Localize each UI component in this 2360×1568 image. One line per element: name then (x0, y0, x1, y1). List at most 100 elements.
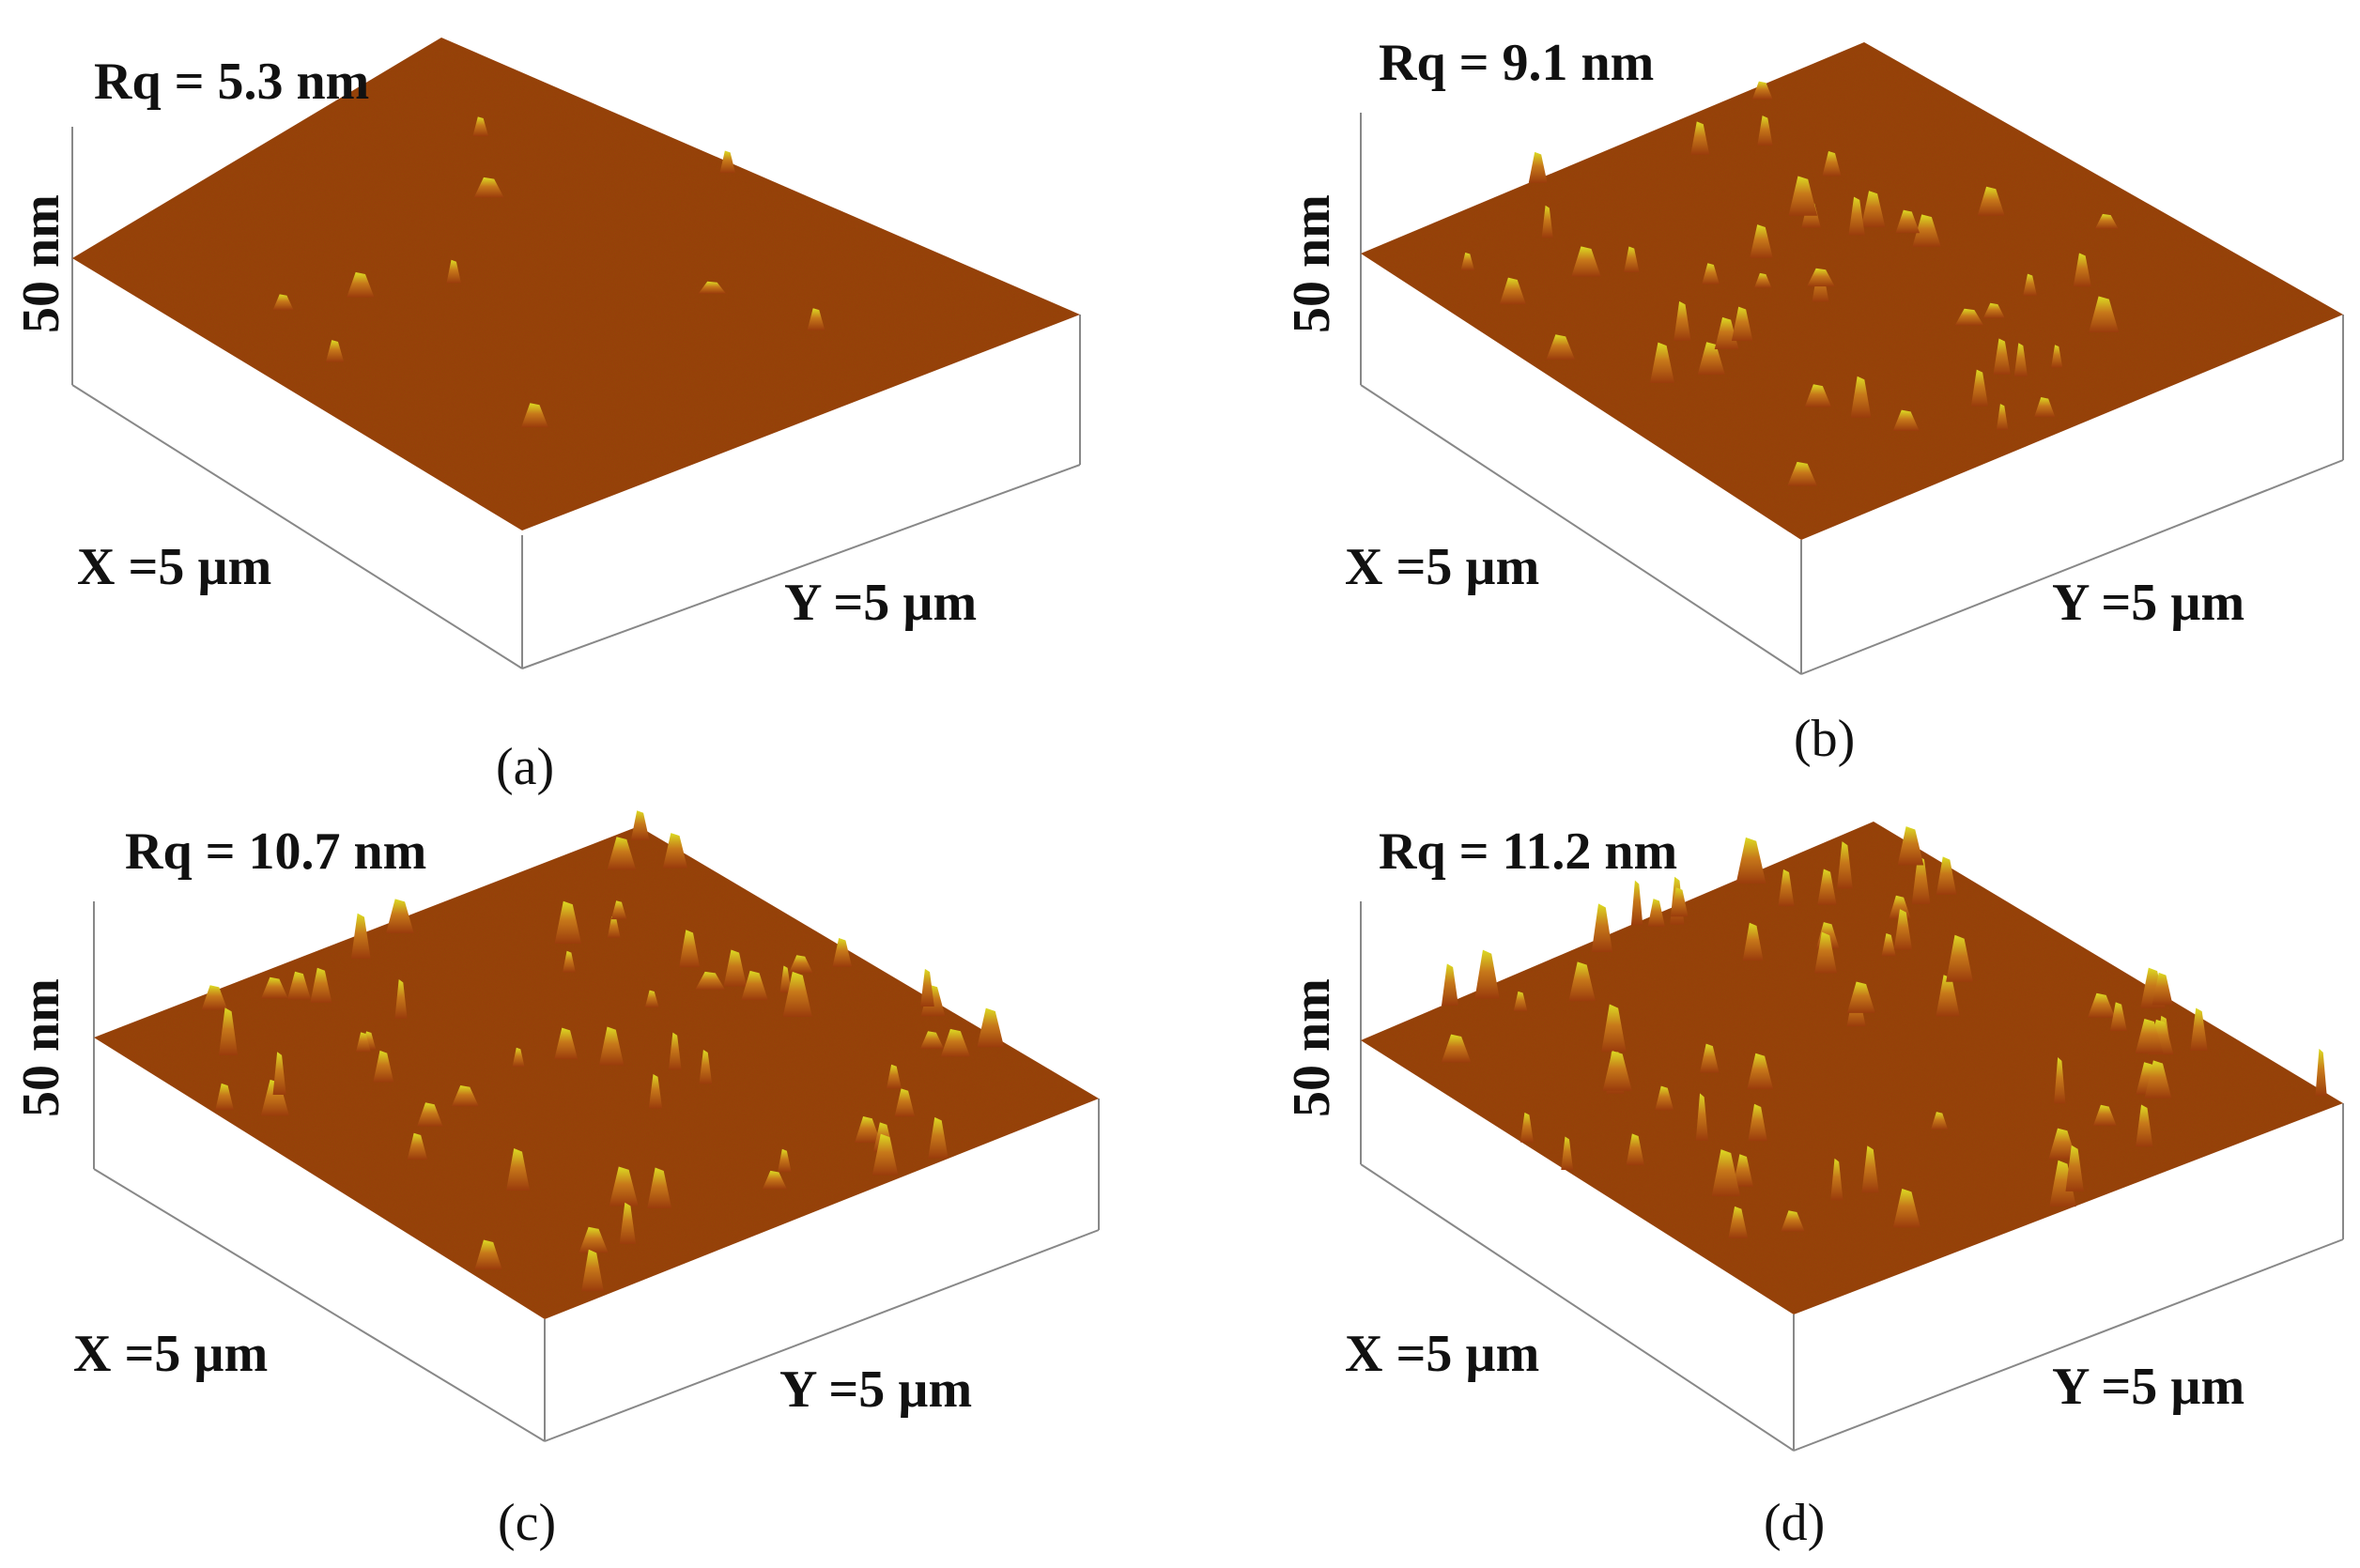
surface-peak (1747, 1053, 1774, 1089)
surface-peak (347, 271, 375, 298)
surface-peak (1630, 880, 1643, 926)
surface-peak (741, 970, 768, 1001)
surface-peaks (201, 810, 1005, 1292)
axis-box (1360, 113, 2344, 675)
surface-peak (1912, 214, 1941, 247)
surface-peak (554, 1027, 578, 1060)
surface-peak (1626, 1133, 1644, 1165)
surface-peak (1528, 151, 1548, 183)
surface-peak (219, 1007, 239, 1055)
surface-peak (610, 900, 627, 920)
surface-peak (1892, 409, 1920, 431)
surface-peak (779, 965, 792, 993)
surface-peak (598, 1026, 625, 1066)
surface-peak (512, 1047, 525, 1068)
surface-peak (1753, 272, 1772, 288)
surface-peak (1591, 903, 1613, 953)
surface-peak (417, 1102, 443, 1127)
surface-peak (1936, 975, 1960, 1017)
surface-peak (886, 1064, 902, 1089)
panel-caption: (d) (1764, 1494, 1825, 1552)
surface-peak (2109, 1002, 2127, 1032)
surface-peak (1781, 1210, 1805, 1232)
surface-peak (1817, 869, 1837, 905)
surface-peak (607, 837, 637, 870)
rq-label: Rq = 5.3 nm (94, 53, 369, 111)
z-axis-label: 50 nm (1283, 978, 1341, 1117)
surface-peak (1735, 837, 1766, 884)
surface-peak (1695, 1093, 1708, 1141)
surface-peak (1733, 1154, 1753, 1187)
surface-peak (272, 1052, 286, 1095)
surface-peak (648, 1073, 663, 1109)
surface-peak (1711, 1149, 1741, 1197)
surface-peak (872, 1133, 899, 1176)
surface-peak (2136, 1104, 2153, 1147)
surface-peak (581, 1249, 604, 1292)
surface-peak (1647, 899, 1665, 927)
surface-peak (1993, 338, 2011, 375)
surface-peak (2144, 1060, 2172, 1099)
surface-peak (977, 1007, 1005, 1048)
surface-texture (1361, 822, 2343, 1314)
surface-peak (695, 971, 726, 991)
surface-peak (2092, 1104, 2117, 1127)
surface-peak (723, 949, 748, 987)
surface-peak (1441, 1034, 1472, 1063)
panel-c: Rq = 10.7 nm 50 nm X =5 µm Y =5 µm (c) (12, 810, 1100, 1552)
x-axis-label: X =5 µm (73, 1325, 268, 1383)
surface-peak (1750, 224, 1773, 258)
surface-peak (1546, 334, 1576, 361)
surface-peak (1499, 277, 1526, 305)
surface-peak (1936, 856, 1957, 895)
surface-peak (325, 340, 345, 362)
panel-caption: (a) (496, 738, 554, 796)
surface-peak (832, 938, 853, 967)
surface-peak (1804, 384, 1832, 407)
surface-peak (1513, 991, 1528, 1012)
surface-peak (2073, 253, 2091, 287)
surface-peak (855, 1115, 881, 1143)
surface-peak (778, 1148, 792, 1173)
surface-peak (1697, 342, 1725, 376)
surface-peak (563, 950, 576, 973)
panel-caption: (b) (1794, 710, 1855, 768)
surface-peak (350, 913, 371, 960)
surface-peak (2152, 972, 2173, 1006)
surface-peak (807, 308, 825, 331)
surface-peak (2054, 1056, 2066, 1104)
surface-peak (2023, 273, 2037, 296)
surface-peak (1954, 308, 1984, 326)
surface-peak (1911, 855, 1931, 904)
axis-box (1360, 901, 2344, 1452)
surface-peak (2034, 396, 2056, 418)
surface-peak (356, 1032, 371, 1053)
surface-peak (1892, 1188, 1920, 1228)
surface-peak (201, 985, 228, 1010)
surface-peaks (1460, 81, 2120, 486)
surface-peak (1881, 932, 1896, 957)
surface-peak (2135, 1019, 2164, 1053)
surface-peak (1848, 196, 1865, 236)
surface-peak (1700, 1043, 1720, 1073)
surface-peak (928, 1116, 949, 1159)
surface-peak (407, 1132, 428, 1161)
axis-box (93, 901, 1100, 1442)
surface-peak (474, 1239, 502, 1270)
y-axis-label: Y =5 µm (2052, 1358, 2244, 1416)
surface-peak (1970, 369, 1989, 407)
surface-peak (1751, 81, 1773, 100)
surface-peak (1830, 1158, 1843, 1201)
surface-peak (920, 968, 934, 1007)
surface-peak (782, 971, 812, 1018)
surface-peak (668, 1032, 682, 1070)
surface-peak (215, 1083, 234, 1111)
surface-peak (386, 899, 414, 933)
surface-peak (940, 1028, 971, 1057)
surface-peak (679, 930, 701, 968)
surface-peak (1850, 376, 1872, 418)
surface-peak (1982, 302, 2005, 318)
surface-peak (609, 1166, 639, 1207)
surface-texture (72, 38, 1080, 530)
